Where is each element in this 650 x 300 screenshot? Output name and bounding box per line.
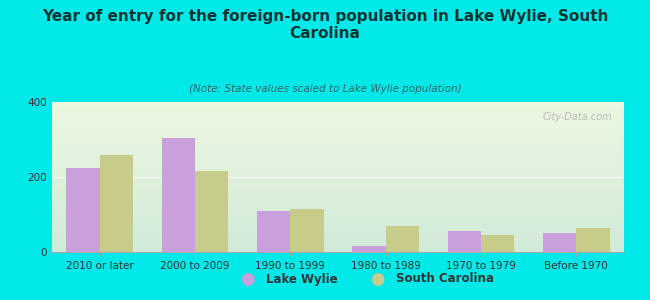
Bar <box>481 235 514 252</box>
Bar <box>543 233 577 252</box>
Bar <box>352 246 385 252</box>
Text: City-Data.com: City-Data.com <box>543 112 612 122</box>
Bar <box>448 231 481 252</box>
Text: South Carolina: South Carolina <box>396 272 495 286</box>
Text: Lake Wylie: Lake Wylie <box>266 272 338 286</box>
Bar <box>195 171 228 252</box>
Bar <box>577 228 610 252</box>
Bar <box>385 226 419 252</box>
Text: Year of entry for the foreign-born population in Lake Wylie, South
Carolina: Year of entry for the foreign-born popul… <box>42 9 608 41</box>
Bar <box>291 209 324 252</box>
Bar <box>99 154 133 252</box>
Bar <box>66 168 99 252</box>
Text: (Note: State values scaled to Lake Wylie population): (Note: State values scaled to Lake Wylie… <box>188 84 462 94</box>
Text: ●: ● <box>370 270 384 288</box>
Bar <box>162 138 195 252</box>
Text: ●: ● <box>240 270 254 288</box>
Bar <box>257 211 291 252</box>
